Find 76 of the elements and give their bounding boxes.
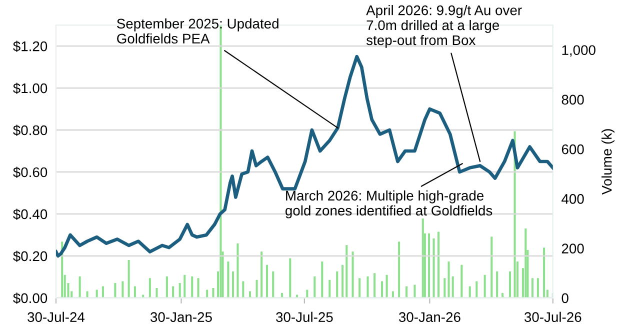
- y-tick-label: $0.80: [13, 124, 48, 136]
- bar: [342, 264, 344, 298]
- bar: [398, 242, 400, 298]
- bar: [438, 232, 440, 298]
- y2-tick-label: 0: [562, 293, 568, 304]
- bar: [524, 228, 527, 298]
- bar: [358, 278, 361, 298]
- bar: [128, 260, 130, 298]
- annotation: September 2025: Updated Goldfields PEA: [116, 18, 278, 44]
- x-tick-label: 30-Jan-26: [398, 312, 460, 322]
- line-series: [56, 54, 553, 258]
- y-tick-label: $1.00: [13, 82, 48, 94]
- y2-tick-label: 200: [562, 244, 584, 254]
- bar: [432, 238, 435, 298]
- y-tick-label: $0.60: [13, 166, 48, 178]
- bar: [422, 218, 424, 298]
- x-tick-label: 30-Jul-25: [276, 312, 333, 322]
- bar: [386, 274, 388, 298]
- bar: [374, 273, 376, 298]
- y-tick-label: $0.20: [13, 250, 48, 262]
- bar: [166, 276, 168, 298]
- bar: [352, 252, 354, 298]
- bar: [206, 290, 208, 298]
- bar: [346, 245, 348, 298]
- bar: [381, 281, 384, 298]
- bar: [490, 236, 493, 298]
- x-tick-label: 30-Jul-26: [524, 312, 582, 322]
- bar: [508, 271, 512, 298]
- bar: [444, 278, 446, 298]
- bar: [148, 278, 151, 298]
- bar: [260, 252, 263, 298]
- bar: [184, 274, 186, 298]
- y2-tick-label: 600: [562, 144, 584, 154]
- bar: [414, 284, 416, 298]
- bar: [476, 281, 478, 298]
- y2-tick-label: 1,000: [562, 45, 596, 57]
- bar: [78, 276, 81, 298]
- bar: [448, 261, 450, 298]
- bar: [536, 278, 539, 298]
- bar: [191, 276, 194, 298]
- annotation: March 2026: Multiple high-grade gold zones identified at Goldfields: [286, 190, 492, 218]
- x-tick-label: 30-Jan-25: [150, 312, 212, 322]
- bar: [178, 283, 181, 298]
- bar: [266, 264, 268, 298]
- bar: [306, 290, 308, 298]
- bar: [122, 281, 124, 298]
- bar: [272, 271, 274, 298]
- bar: [114, 283, 116, 298]
- y-tick-label: $1.20: [13, 40, 48, 52]
- bar: [496, 271, 498, 298]
- bar: [484, 274, 486, 298]
- bar: [366, 276, 369, 298]
- bar: [242, 281, 244, 298]
- bar: [336, 271, 338, 298]
- bar: [227, 261, 230, 298]
- bar: [531, 278, 534, 298]
- bar: [452, 276, 454, 298]
- y2-tick-label: 800: [562, 94, 584, 105]
- bar: [428, 233, 430, 298]
- bar: [314, 276, 316, 298]
- bar: [96, 290, 98, 298]
- y-tick-label: $0.00: [13, 292, 48, 304]
- x-tick-label: 30-Jul-24: [28, 312, 85, 322]
- bar: [256, 280, 258, 298]
- y2-tick-label: 400: [562, 194, 584, 204]
- bar: [289, 258, 292, 298]
- annotation: April 2026: 9.9g/t Au over 7.0m drilled at a large step-out from Box: [366, 5, 522, 48]
- bar: [321, 261, 324, 298]
- y2-axis-title: Volume (k): [602, 129, 614, 195]
- bar: [543, 248, 546, 298]
- bar: [232, 271, 234, 298]
- bar: [460, 264, 463, 298]
- bar: [236, 243, 239, 298]
- y-tick-label: $0.40: [13, 208, 48, 220]
- bar: [197, 278, 200, 298]
- bar: [328, 280, 331, 298]
